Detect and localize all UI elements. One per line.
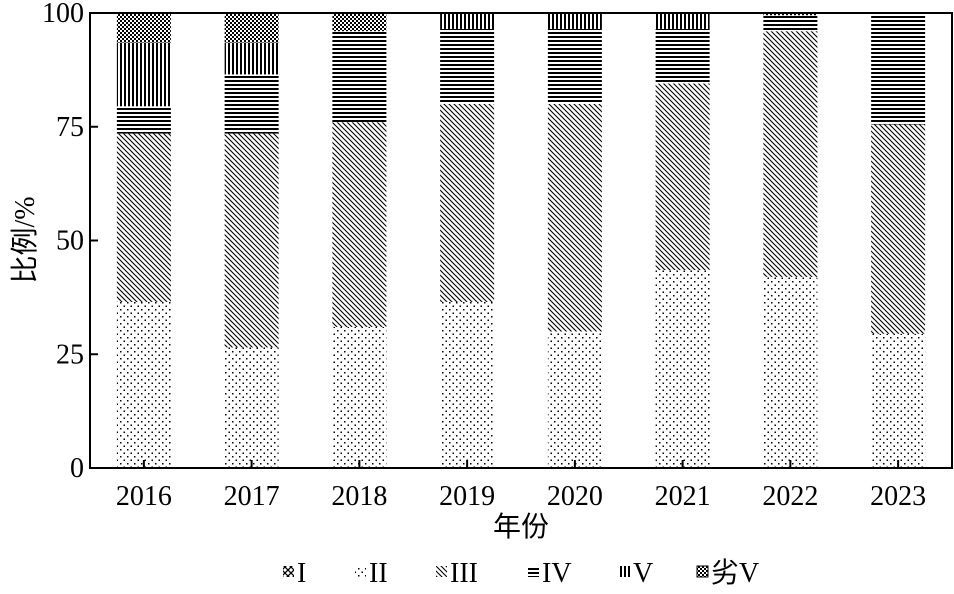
y-tick-label: 75 <box>56 112 84 143</box>
bar-segment-2020-series-2 <box>547 104 602 332</box>
x-tick-label: 2018 <box>331 481 387 512</box>
y-axis: 0 25 50 75 100 <box>42 0 98 484</box>
bar-segment-2022-series-2 <box>763 31 818 277</box>
x-tick-label: 2020 <box>547 481 603 512</box>
bar-segment-2021-series-2 <box>655 83 710 271</box>
bar-segment-2017-series-2 <box>224 133 279 348</box>
legend-swatch <box>528 566 539 577</box>
bar-segment-2022-series-5 <box>763 13 818 16</box>
bar-segment-2022-series-1 <box>763 276 818 468</box>
plot-frame <box>89 12 953 469</box>
bar-segment-2019-series-1 <box>440 301 495 468</box>
bar-segment-2017-series-1 <box>224 347 279 468</box>
bar-segment-2016-series-1 <box>116 301 171 468</box>
legend-label: V <box>633 558 653 589</box>
bar-segment-2019-series-4 <box>440 13 495 29</box>
bar-segment-2020-series-3 <box>547 28 602 104</box>
bar-segment-2020-series-1 <box>547 331 602 468</box>
x-tick-label: 2021 <box>655 481 711 512</box>
x-tick-label: 2017 <box>224 481 280 512</box>
bar-segment-2017-series-3 <box>224 74 279 134</box>
bar-segment-2018-series-5 <box>332 13 387 32</box>
bars-layer <box>116 13 926 468</box>
bar-segment-2023-series-2 <box>871 124 926 334</box>
bar-segment-2021-series-4 <box>655 13 710 29</box>
legend-swatch <box>619 566 630 577</box>
bar-segment-2022-series-3 <box>763 15 818 32</box>
legend-swatch <box>283 566 294 577</box>
legend-label: 劣V <box>711 557 759 589</box>
x-tick-label: 2019 <box>439 481 495 512</box>
bar-segment-2018-series-3 <box>332 31 387 123</box>
x-tick-label: 2022 <box>762 481 818 512</box>
bar-segment-2018-series-2 <box>332 122 387 327</box>
y-axis-title: 比例/% <box>9 196 41 283</box>
bar-segment-2017-series-4 <box>224 42 279 75</box>
y-tick-label: 50 <box>56 226 84 257</box>
x-axis-title: 年份 <box>493 511 549 543</box>
bar-segment-2019-series-2 <box>440 104 495 302</box>
legend-swatch <box>436 566 447 577</box>
legend-swatch <box>696 565 709 578</box>
bar-segment-2019-series-3 <box>440 28 495 104</box>
bar-segment-2016-series-2 <box>116 133 171 302</box>
bar-segment-2016-series-4 <box>116 42 171 107</box>
legend-label: IV <box>542 558 572 589</box>
bar-segment-2017-series-5 <box>224 13 279 43</box>
x-tick-label: 2023 <box>870 481 926 512</box>
bar-segment-2021-series-3 <box>655 28 710 84</box>
legend-label: III <box>450 558 478 589</box>
y-tick-label: 0 <box>70 453 84 484</box>
bar-segment-2023-series-1 <box>871 333 926 468</box>
y-tick-label: 100 <box>42 0 84 29</box>
x-tick-label: 2016 <box>116 481 172 512</box>
bar-segment-2023-series-3 <box>871 13 926 125</box>
bar-segment-2016-series-5 <box>116 13 171 43</box>
bar-segment-2020-series-4 <box>547 13 602 29</box>
y-tick-label: 25 <box>56 339 84 370</box>
x-axis: 2016 2017 2018 2019 2020 2021 2022 2023 <box>116 460 926 512</box>
legend-label: II <box>369 558 388 589</box>
legend: I II III IV V 劣V <box>283 557 759 589</box>
bar-segment-2018-series-1 <box>332 326 387 468</box>
bar-segment-2016-series-3 <box>116 106 171 134</box>
legend-label: I <box>297 558 306 589</box>
bar-segment-2021-series-1 <box>655 270 710 468</box>
legend-swatch <box>355 566 366 577</box>
